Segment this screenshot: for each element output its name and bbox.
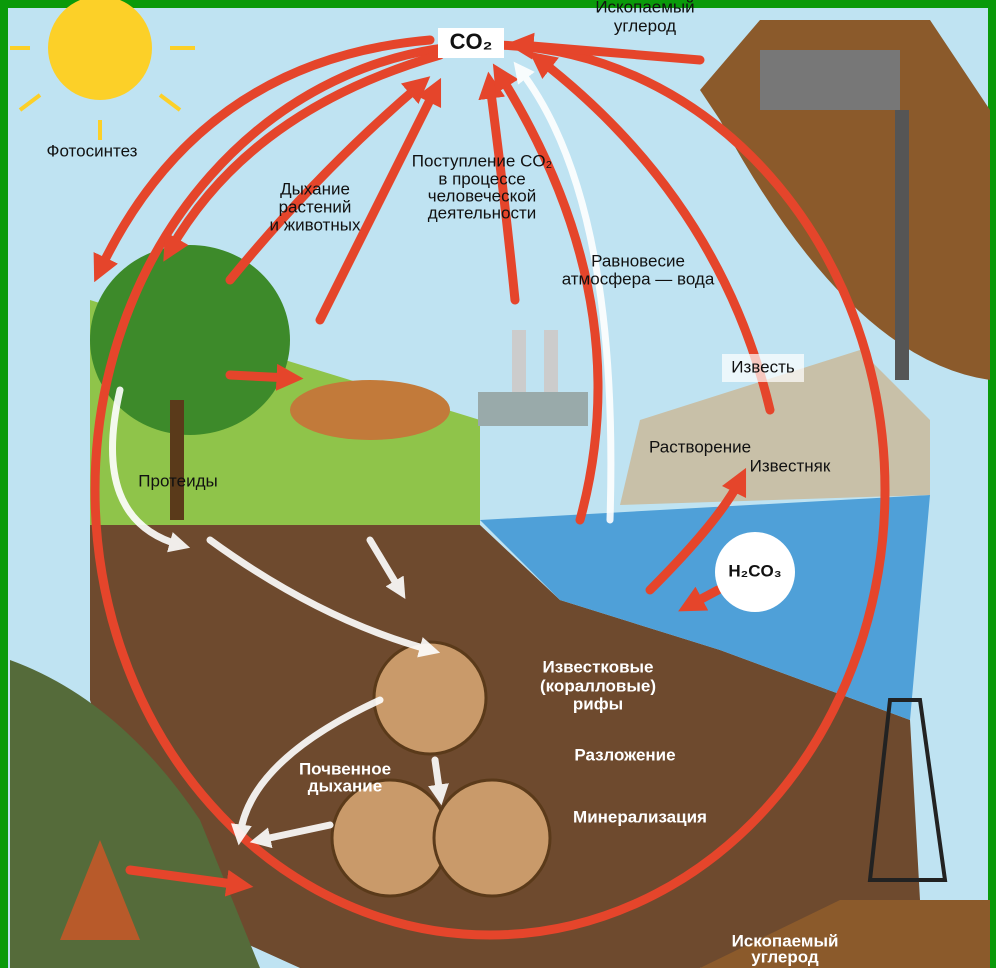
equilibrium: Равновесие (591, 251, 685, 270)
human-input: Поступление CO₂ (412, 151, 552, 170)
soil-organisms (374, 642, 486, 754)
chimney (512, 330, 526, 400)
mine-building (760, 50, 900, 110)
respiration: и животных (270, 215, 361, 234)
fossil-bottom: углерод (751, 947, 819, 966)
equilibrium: атмосфера — вода (562, 269, 715, 288)
reefs: Известковые (543, 657, 654, 676)
reefs: рифы (573, 694, 623, 713)
mineralization: Минерализация (573, 807, 707, 826)
respiration: Дыхание (280, 179, 350, 198)
carbon-cycle: CO₂ Ископаемый углерод Фотосинтез Дыхани… (0, 0, 996, 968)
respiration: растений (279, 197, 352, 216)
decomposition: Разложение (574, 745, 675, 764)
bacteria (332, 780, 448, 896)
mine-shaft (895, 110, 909, 380)
limestone: Известняк (750, 456, 831, 475)
soil-respiration: дыхание (308, 776, 382, 795)
proteids: Протеиды (138, 471, 217, 490)
sun (48, 0, 152, 100)
carbonic-acid: H₂CO₃ (728, 561, 781, 580)
fossil-top: углерод (614, 16, 676, 35)
factory (478, 392, 588, 426)
lime: Известь (731, 357, 795, 376)
co2-label: CO₂ (450, 29, 493, 54)
photosynthesis: Фотосинтез (47, 141, 138, 160)
deer (290, 380, 450, 440)
fungi (434, 780, 550, 896)
dissolution: Растворение (649, 437, 751, 456)
reefs: (коралловые) (540, 676, 656, 695)
tree-trunk (170, 400, 184, 520)
chimney (544, 330, 558, 400)
human-input: деятельности (428, 203, 536, 222)
fossil-top: Ископаемый (595, 0, 694, 16)
